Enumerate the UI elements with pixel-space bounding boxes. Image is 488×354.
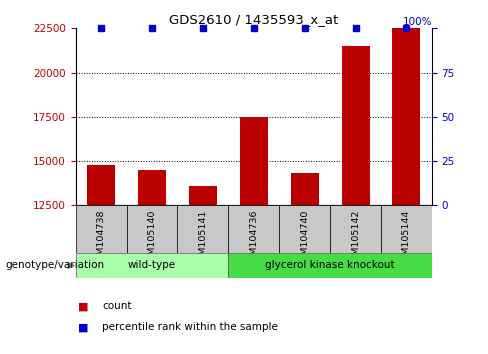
Text: GSM104740: GSM104740 <box>300 209 309 267</box>
Bar <box>330 205 381 253</box>
Bar <box>240 117 268 354</box>
Bar <box>76 205 126 253</box>
Text: glycerol kinase knockout: glycerol kinase knockout <box>265 261 395 270</box>
Text: genotype/variation: genotype/variation <box>5 260 104 270</box>
Text: count: count <box>102 301 132 311</box>
Title: GDS2610 / 1435593_x_at: GDS2610 / 1435593_x_at <box>169 13 338 26</box>
Bar <box>279 205 330 253</box>
Text: 100%: 100% <box>403 17 432 27</box>
Bar <box>126 205 178 253</box>
Bar <box>189 186 217 354</box>
Text: GSM104736: GSM104736 <box>249 209 258 267</box>
Text: GSM105144: GSM105144 <box>402 209 411 267</box>
Bar <box>291 173 319 354</box>
Bar <box>392 2 421 354</box>
Text: GSM105141: GSM105141 <box>198 209 207 267</box>
Text: wild-type: wild-type <box>128 261 176 270</box>
Bar <box>178 205 228 253</box>
Text: GSM105140: GSM105140 <box>147 209 157 267</box>
Text: percentile rank within the sample: percentile rank within the sample <box>102 322 278 332</box>
Text: GSM105142: GSM105142 <box>351 209 360 267</box>
Bar <box>228 253 432 278</box>
Text: ■: ■ <box>78 301 89 311</box>
Bar <box>342 46 369 354</box>
Bar <box>228 205 279 253</box>
Bar <box>381 205 432 253</box>
Text: ■: ■ <box>78 322 89 332</box>
Text: GSM104738: GSM104738 <box>97 209 105 267</box>
Bar <box>138 170 166 354</box>
Bar <box>87 165 115 354</box>
Bar <box>76 253 228 278</box>
